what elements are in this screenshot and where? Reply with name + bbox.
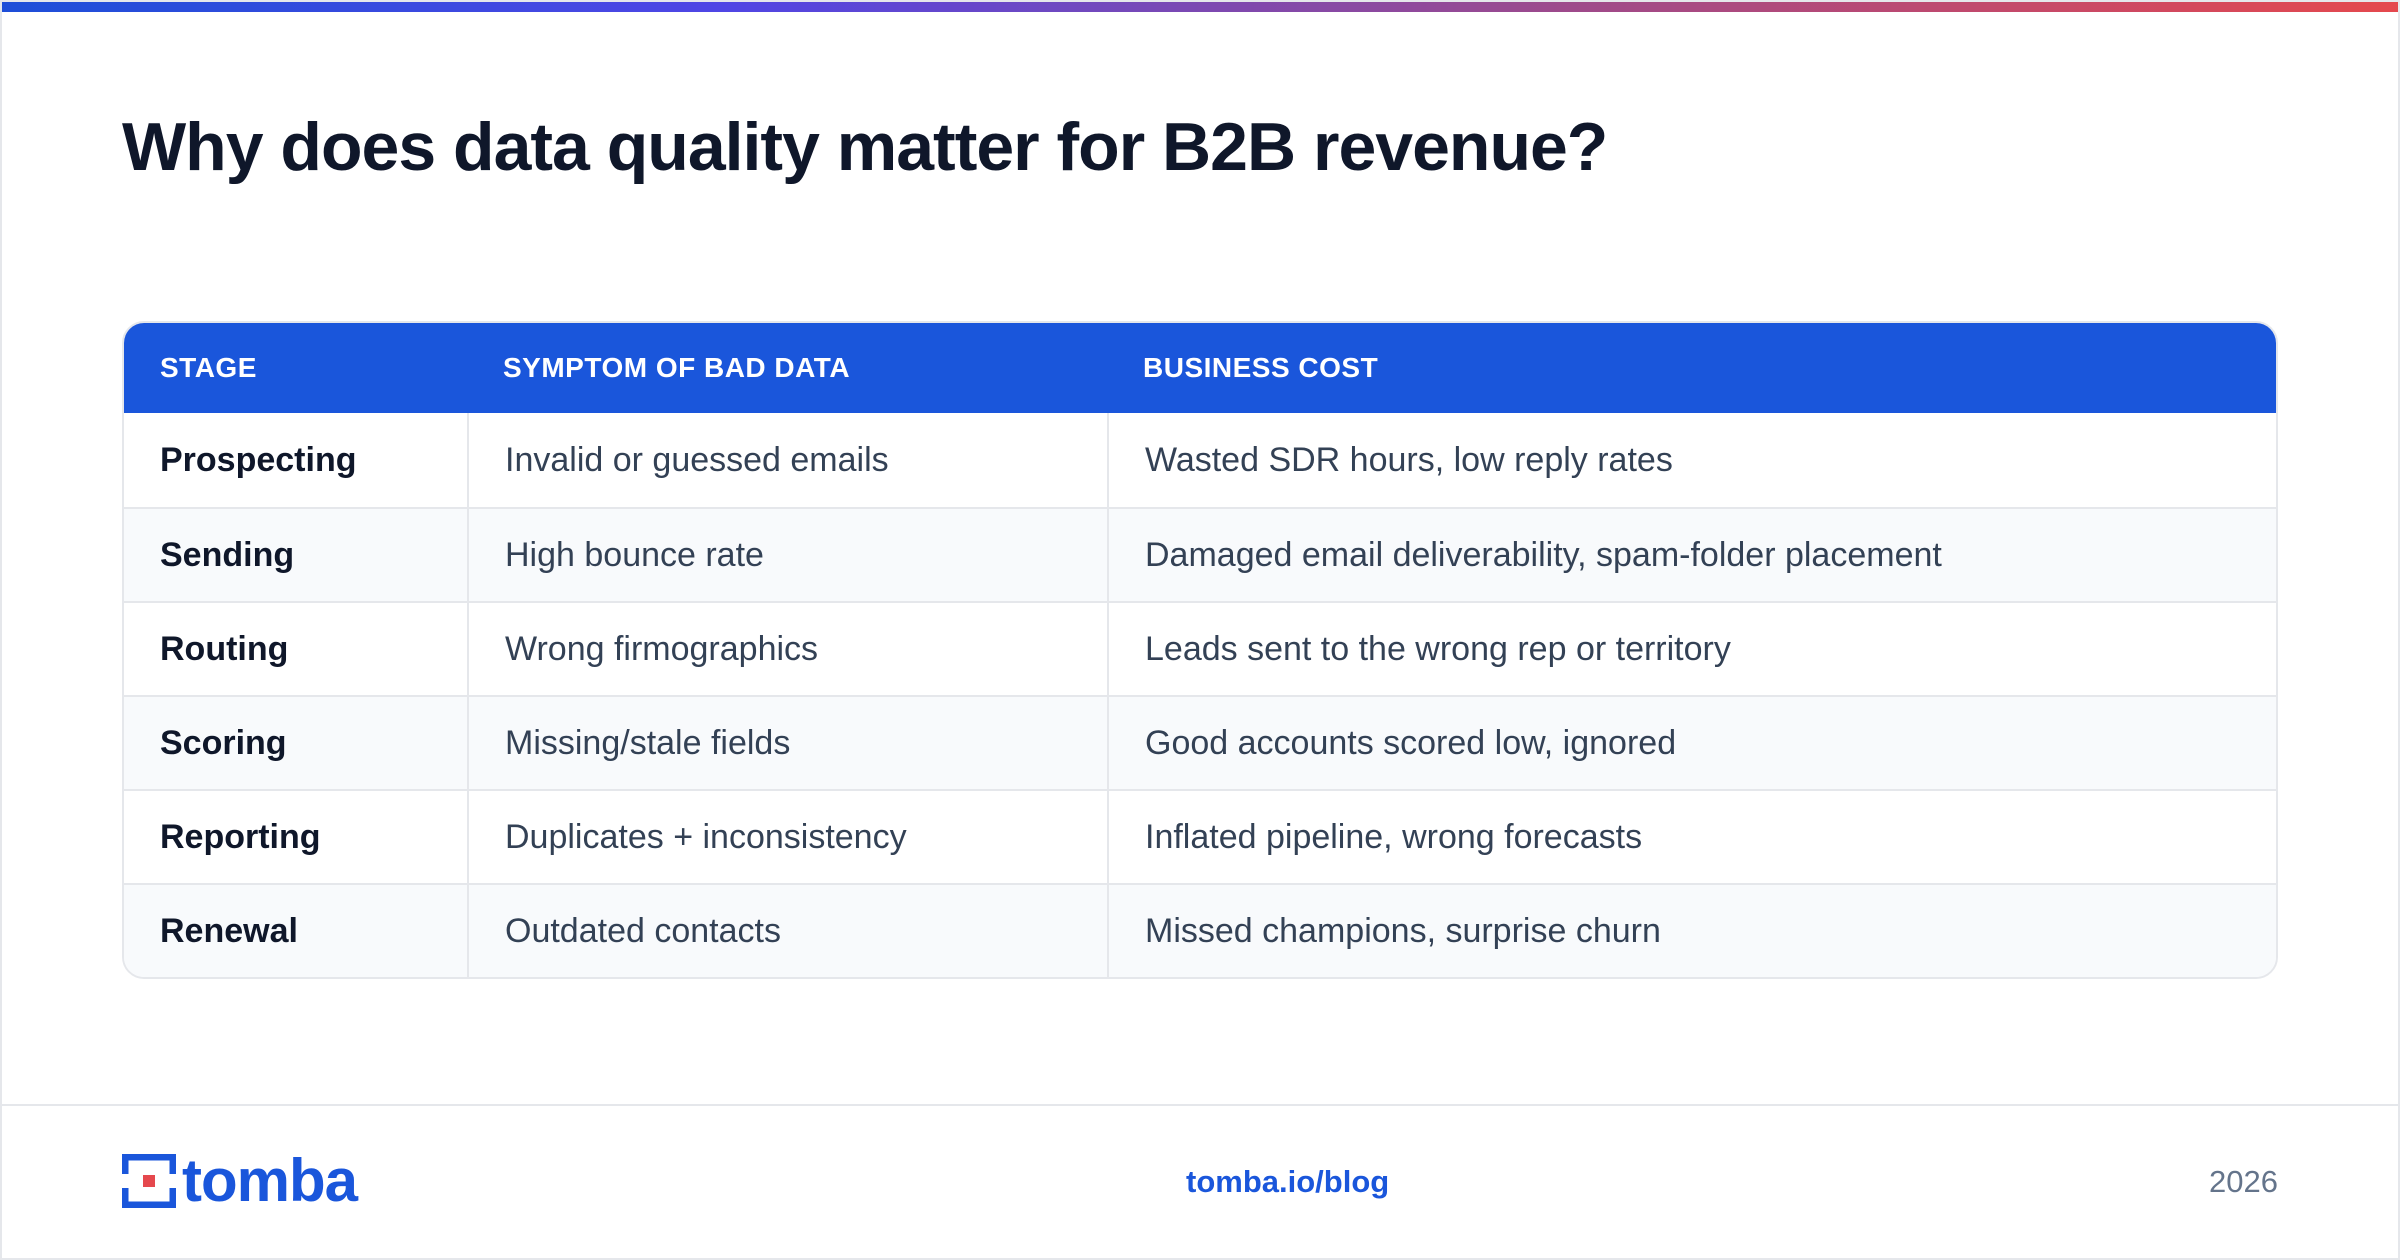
table-row: Prospecting Invalid or guessed emails Wa… xyxy=(124,413,2276,507)
table-row: Scoring Missing/stale fields Good accoun… xyxy=(124,695,2276,789)
header-stage: STAGE xyxy=(160,352,257,383)
table-row: Routing Wrong firmographics Leads sent t… xyxy=(124,601,2276,695)
header-symptom: SYMPTOM OF BAD DATA xyxy=(503,352,851,383)
cost-cell: Inflated pipeline, wrong forecasts xyxy=(1107,791,2276,883)
table-row: Reporting Duplicates + inconsistency Inf… xyxy=(124,789,2276,883)
table-body: Prospecting Invalid or guessed emails Wa… xyxy=(124,413,2276,977)
tomba-logo-icon xyxy=(122,1154,176,1208)
symptom-cell: Outdated contacts xyxy=(467,885,1107,977)
page-title: Why does data quality matter for B2B rev… xyxy=(122,109,1608,185)
table-header: STAGE SYMPTOM OF BAD DATA BUSINESS COST xyxy=(124,323,2276,413)
footer-divider xyxy=(0,1104,2400,1106)
blog-link[interactable]: tomba.io/blog xyxy=(1186,1164,1390,1199)
table-row: Renewal Outdated contacts Missed champio… xyxy=(124,883,2276,977)
cost-cell: Missed champions, surprise churn xyxy=(1107,885,2276,977)
top-gradient-bar xyxy=(0,0,2400,12)
stage-cell: Routing xyxy=(160,629,289,668)
stage-cell: Scoring xyxy=(160,723,287,762)
cost-cell: Good accounts scored low, ignored xyxy=(1107,697,2276,789)
symptom-cell: Missing/stale fields xyxy=(467,697,1107,789)
data-quality-table: STAGE SYMPTOM OF BAD DATA BUSINESS COST … xyxy=(122,321,2278,979)
symptom-cell: Wrong firmographics xyxy=(467,603,1107,695)
symptom-cell: Duplicates + inconsistency xyxy=(467,791,1107,883)
cost-cell: Leads sent to the wrong rep or territory xyxy=(1107,603,2276,695)
cost-cell: Wasted SDR hours, low reply rates xyxy=(1107,413,2276,507)
symptom-cell: Invalid or guessed emails xyxy=(467,413,1107,507)
table-row: Sending High bounce rate Damaged email d… xyxy=(124,507,2276,601)
stage-cell: Reporting xyxy=(160,817,321,856)
logo-wordmark: tomba xyxy=(182,1147,358,1214)
stage-cell: Renewal xyxy=(160,911,298,950)
tomba-logo[interactable]: tomba xyxy=(122,1147,358,1214)
cost-cell: Damaged email deliverability, spam-folde… xyxy=(1107,509,2276,601)
stage-cell: Sending xyxy=(160,535,295,574)
year-label: 2026 xyxy=(2209,1164,2278,1199)
symptom-cell: High bounce rate xyxy=(467,509,1107,601)
stage-cell: Prospecting xyxy=(160,440,357,479)
header-business-cost: BUSINESS COST xyxy=(1143,352,1379,383)
